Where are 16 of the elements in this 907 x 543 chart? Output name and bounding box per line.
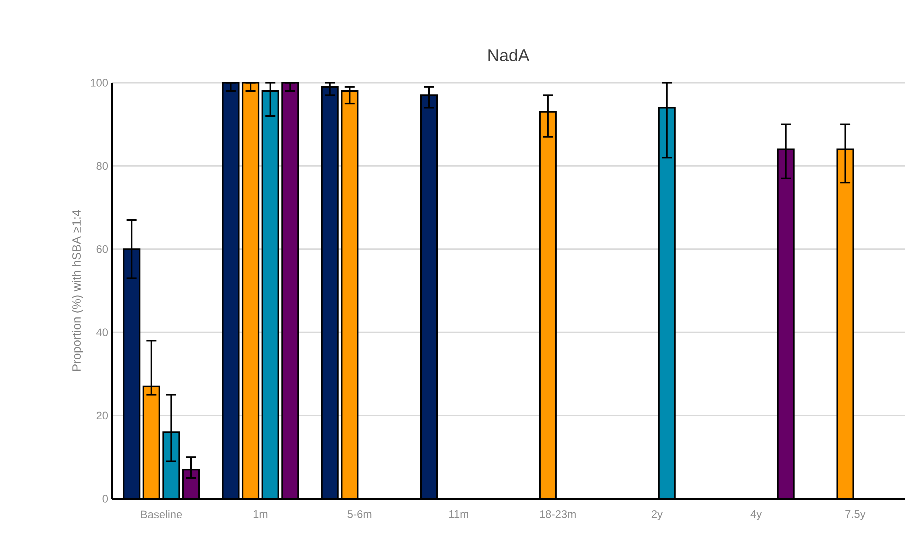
x-tick-label: 1m bbox=[254, 510, 268, 518]
x-tick-label: 5-6m bbox=[348, 510, 372, 518]
y-tick-label: 0 bbox=[102, 495, 108, 503]
x-tick-label: 4y bbox=[750, 510, 762, 520]
x-tick-label: 7.5y bbox=[846, 510, 866, 520]
y-tick-label: 60 bbox=[96, 246, 108, 254]
x-tick-label: 18-23m bbox=[540, 510, 576, 518]
y-axis-title: Proportion (%) with hSBA ≥1:4 bbox=[72, 210, 84, 372]
y-tick-label: 40 bbox=[96, 328, 108, 336]
x-tick-label: 11m bbox=[450, 510, 468, 518]
y-tick-label: 80 bbox=[96, 162, 108, 170]
chart-title: NadA bbox=[488, 49, 530, 62]
x-tick-label: 2y bbox=[652, 510, 663, 520]
y-tick-label: 20 bbox=[96, 412, 108, 420]
x-tick-label: Baseline bbox=[141, 510, 182, 519]
y-tick-label: 100 bbox=[91, 79, 108, 87]
